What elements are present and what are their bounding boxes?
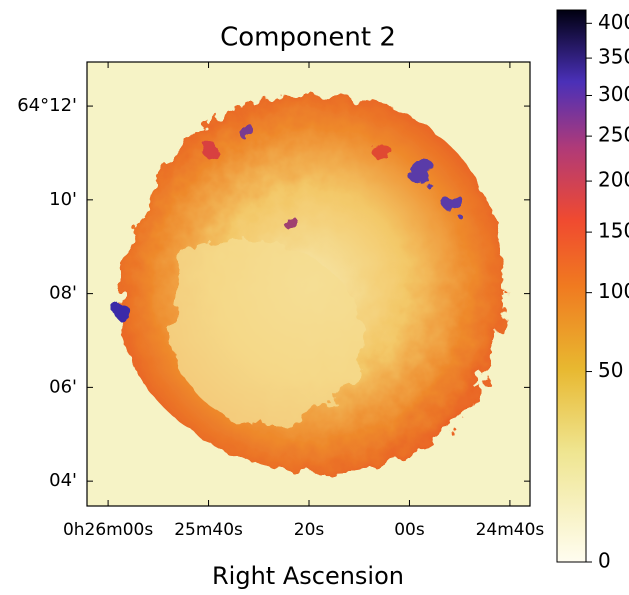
colorbar-tick-label: 200 bbox=[598, 168, 629, 192]
colorbar bbox=[556, 9, 587, 563]
chart-title: Component 2 bbox=[220, 23, 396, 53]
colorbar-tick-label: 150 bbox=[598, 219, 629, 243]
y-tick-label: 06' bbox=[49, 376, 77, 397]
x-tick-label: 20s bbox=[294, 520, 325, 540]
x-tick-label: 00s bbox=[394, 520, 425, 540]
image bbox=[87, 62, 530, 506]
plot-frame bbox=[86, 61, 531, 507]
x-tick-label: 24m40s bbox=[476, 520, 545, 540]
x-tick-label: 0h26m00s bbox=[63, 520, 153, 540]
x-axis-label: Right Ascension bbox=[212, 562, 404, 590]
colorbar-tick-label: 100 bbox=[598, 279, 629, 303]
y-tick-label: 10' bbox=[49, 189, 77, 210]
colorbar-tick-label: 0 bbox=[598, 549, 611, 573]
colorbar-tick-label: 350 bbox=[598, 45, 629, 69]
y-tick-label: 04' bbox=[49, 470, 77, 491]
x-tick-label: 25m40s bbox=[174, 520, 243, 540]
colorbar-tick-label: 400 bbox=[598, 10, 629, 34]
y-tick-label: 08' bbox=[49, 283, 77, 304]
y-tick-label: 64°12' bbox=[17, 95, 77, 116]
colorbar-tick-label: 300 bbox=[598, 82, 629, 106]
colorbar-tick-label: 50 bbox=[598, 358, 623, 382]
colorbar-tick-label: 250 bbox=[598, 123, 629, 147]
